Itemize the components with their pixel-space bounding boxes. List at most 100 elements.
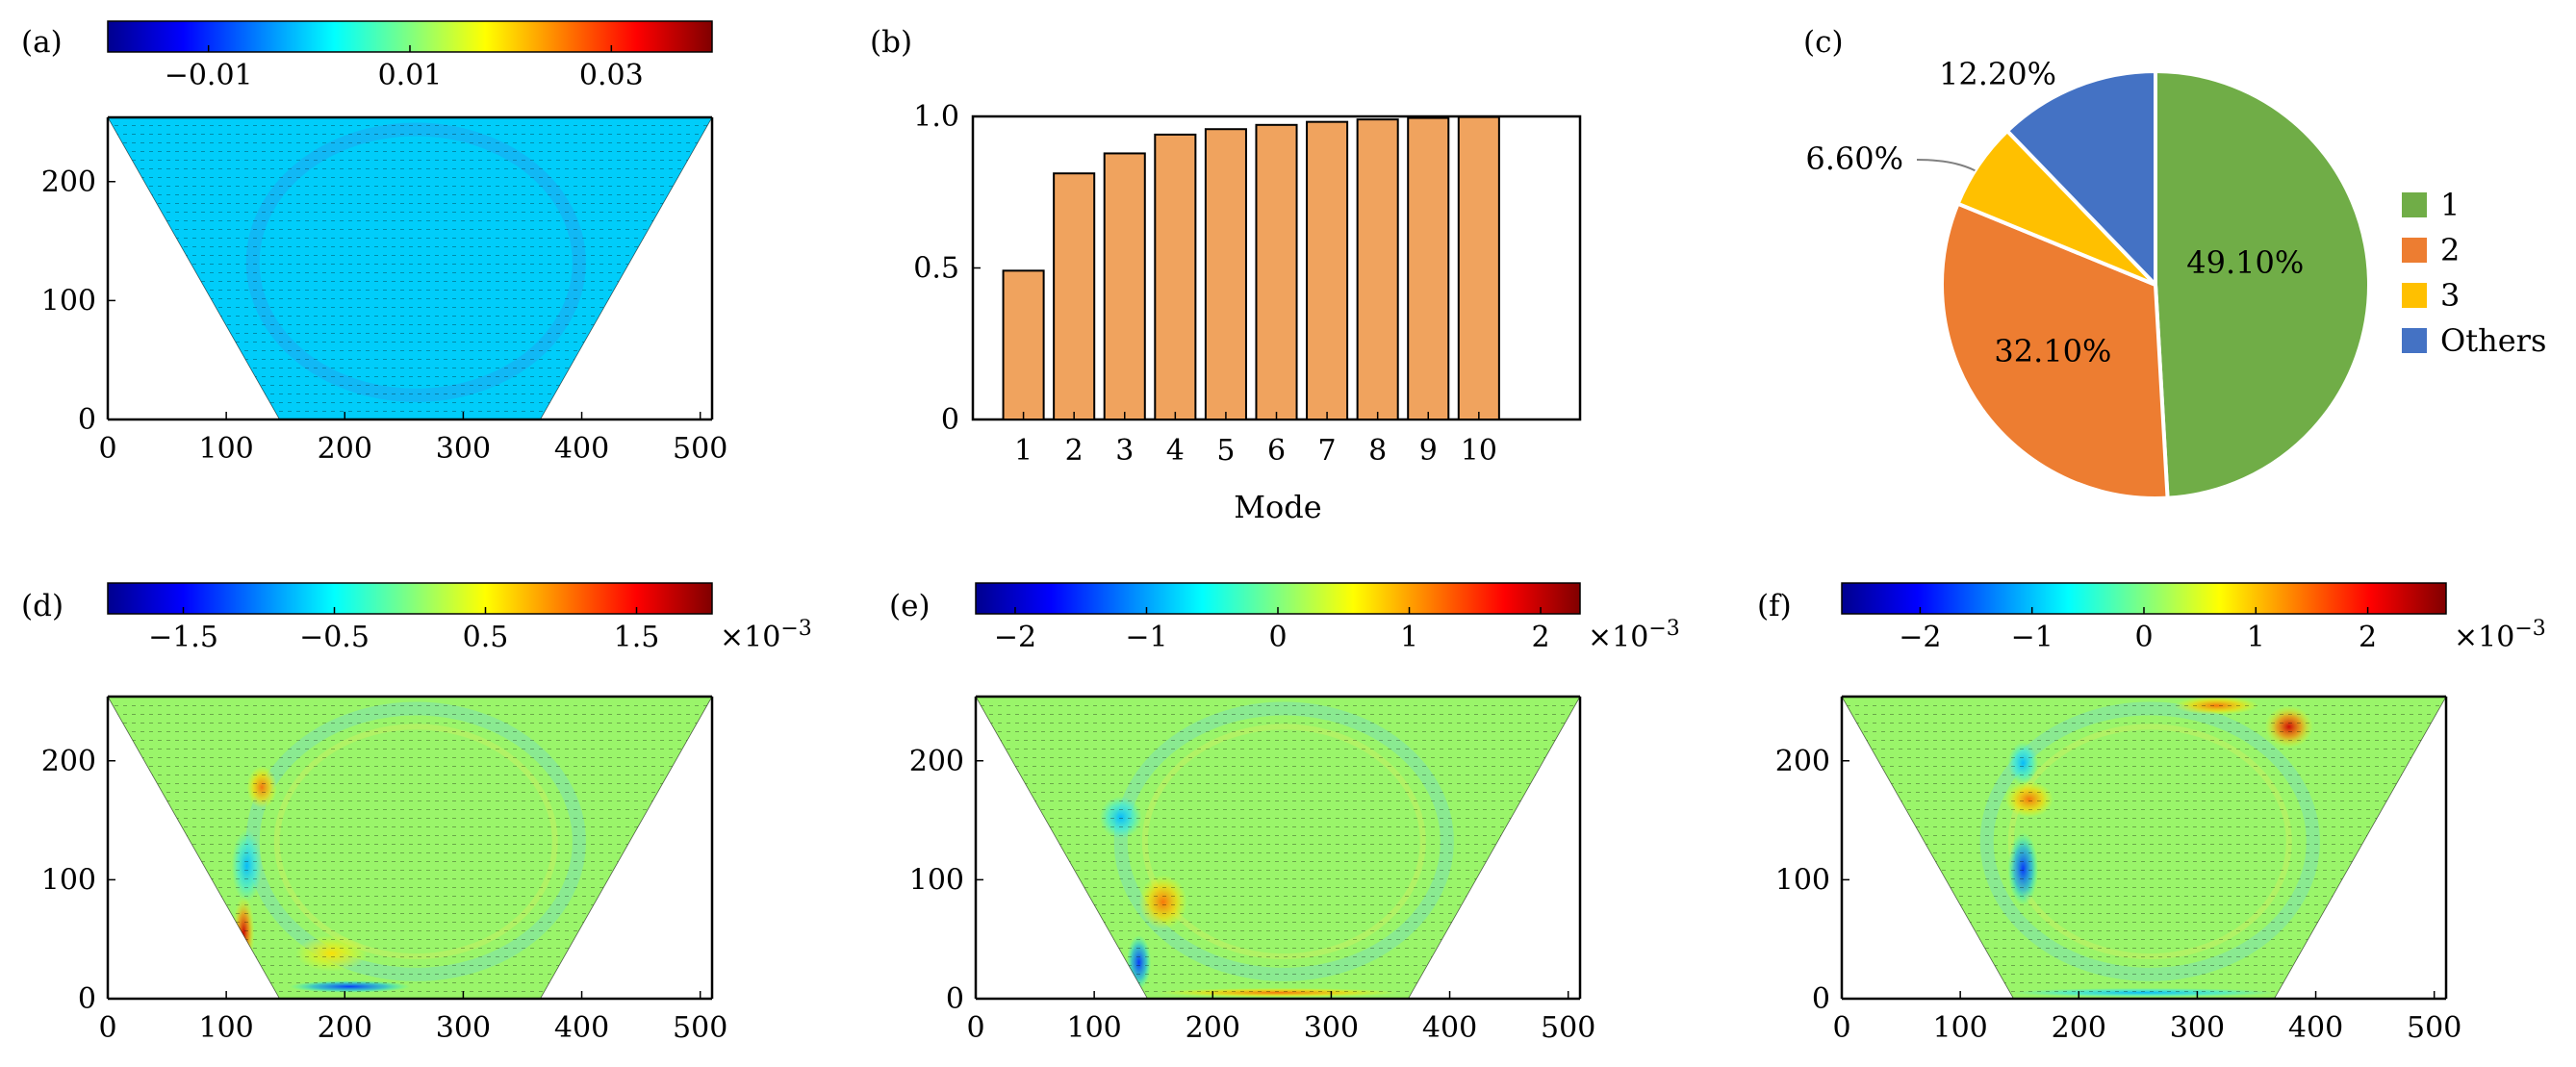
pie-slice (2004, 68, 2157, 290)
colorbar-tick-label: 2 (2359, 621, 2377, 654)
axes: 0 100 200 300 400 500 0 100 200 (909, 695, 1595, 1045)
x-tick-label: 7 (1318, 434, 1337, 468)
field-contour (108, 117, 712, 419)
colorbar-tick-label: 0 (1268, 621, 1287, 654)
bar (1103, 152, 1146, 420)
colorbar-exponent: ×10−3 (720, 617, 812, 654)
flow-field (1841, 696, 2447, 1000)
x-tick-label: 5 (1216, 434, 1235, 468)
legend-label: Others (2440, 322, 2546, 359)
panel-a-mean-field: (a) −0.01 0.01 0.03 0 100 200 300 400 500 0 100 20… (21, 20, 727, 466)
legend-label: 3 (2440, 277, 2460, 314)
pie: 49.10% 32.10% 6.60% 12.20% (1805, 56, 2371, 500)
leader-line (1916, 159, 1976, 172)
colorbar-tick-label: 1 (1400, 621, 1418, 654)
y-tick-label: 0 (946, 982, 964, 1016)
y-tick-label: 100 (1775, 863, 1830, 897)
axes: 0 100 200 300 400 500 0 100 200 (41, 115, 727, 466)
flow-field (107, 696, 713, 1000)
x-tick-label: 0 (966, 1011, 984, 1045)
bar (1002, 269, 1045, 420)
x-tick-label: 200 (318, 1011, 372, 1045)
panel-label: (c) (1803, 25, 1844, 60)
colorbar: −2 −1 0 1 2 ×10−3 (975, 582, 1680, 654)
colorbar-tick-label: −1.5 (148, 621, 218, 654)
bars (1002, 115, 1500, 421)
y-tick-label: 200 (909, 745, 964, 778)
colorbar-tick-label: 1 (2247, 621, 2265, 654)
colorbar-tick-label: 0 (2134, 621, 2153, 654)
x-tick-label: 0 (98, 432, 116, 466)
field-contour (976, 697, 1580, 999)
axes: 0 100 200 300 400 500 0 100 200 (1775, 695, 2461, 1045)
colorbar-exponent: ×10−3 (2454, 617, 2546, 654)
colorbar: −2 −1 0 1 2 ×10−3 (1841, 582, 2546, 654)
legend-swatch (2402, 192, 2427, 217)
y-tick-label: 100 (909, 863, 964, 897)
panel-e-mode-2-field: (e) −2 −1 0 1 2 ×10−3 0 100 200 300 400 500 0 100 200 (889, 582, 1680, 1045)
x-tick-label: 400 (554, 1011, 609, 1045)
y-tick-label: 200 (41, 745, 96, 778)
legend-label: 2 (2440, 232, 2460, 268)
x-tick-label: 300 (436, 432, 491, 466)
flow-field (975, 696, 1581, 1000)
bar (1255, 123, 1298, 420)
x-tick-label: 8 (1368, 434, 1387, 468)
colorbar: −0.01 0.01 0.03 (107, 20, 713, 92)
bar (1306, 120, 1349, 420)
slice-label: 12.20% (1939, 56, 2056, 92)
slice-label: 6.60% (1805, 140, 1903, 177)
y-tick-label: 100 (41, 863, 96, 897)
bar-axes: 1 2 3 4 5 6 7 8 9 10 0 0.5 1.0 (913, 100, 1497, 468)
colorbar-tick-label: −0.01 (165, 59, 253, 92)
velocity-vectors (976, 697, 1580, 999)
colorbar-tick-label: −2 (994, 621, 1036, 654)
colorbar-gradient (107, 582, 713, 615)
x-tick-label: 500 (673, 432, 727, 466)
x-tick-label: 400 (2288, 1011, 2343, 1045)
pie-slice (2154, 68, 2371, 500)
bar (1457, 115, 1500, 420)
x-tick-label: 9 (1419, 434, 1438, 468)
x-tick-label: 1 (1014, 434, 1033, 468)
y-tick-label: 0.5 (913, 252, 959, 286)
x-tick-label: 100 (1067, 1011, 1122, 1045)
pie-slice (1940, 201, 2170, 500)
axes: 0 100 200 300 400 500 0 100 200 (41, 695, 727, 1045)
bar (1407, 116, 1450, 420)
flow-field (107, 116, 713, 420)
y-tick-label: 100 (41, 284, 96, 318)
panel-label: (e) (889, 589, 931, 623)
x-tick-label: 100 (1933, 1011, 1988, 1045)
x-tick-label: 0 (98, 1011, 116, 1045)
x-tick-label: 100 (199, 1011, 254, 1045)
y-tick-label: 0 (78, 403, 96, 437)
y-tick-label: 1.0 (913, 100, 959, 134)
legend-swatch (2402, 238, 2427, 263)
bar (1204, 128, 1247, 420)
colorbar-tick-label: −2 (1899, 621, 1941, 654)
slice-label: 49.10% (2186, 244, 2304, 281)
colorbar-tick-label: −1 (1125, 621, 1167, 654)
legend-label: 1 (2440, 187, 2460, 223)
colorbar-tick-label: 0.01 (378, 59, 443, 92)
legend-swatch (2402, 283, 2427, 308)
x-tick-label: 0 (1832, 1011, 1850, 1045)
velocity-vectors (1842, 697, 2446, 999)
colorbar-tick-label: −1 (2011, 621, 2053, 654)
panel-c-energy-pie-chart: (c) 49.10% 32.10% 6.60% 12.20% 1 2 3 Others (1803, 25, 2546, 500)
x-tick-label: 4 (1166, 434, 1185, 468)
colorbar-tick-label: 0.5 (463, 621, 509, 654)
field-contour (108, 697, 712, 999)
panel-label: (f) (1757, 589, 1792, 623)
bar (1356, 118, 1399, 421)
panel-b-cumulative-energy-bar-chart: (b) 1 2 3 4 5 6 7 8 9 10 0 0.5 1.0 Mode (870, 25, 1582, 525)
bar (1154, 133, 1197, 420)
x-tick-label: 400 (554, 432, 609, 466)
colorbar-tick-label: 1.5 (614, 621, 660, 654)
x-tick-label: 2 (1065, 434, 1084, 468)
y-tick-label: 0 (78, 982, 96, 1016)
legend-swatch (2402, 328, 2427, 353)
panel-label: (d) (21, 589, 64, 623)
